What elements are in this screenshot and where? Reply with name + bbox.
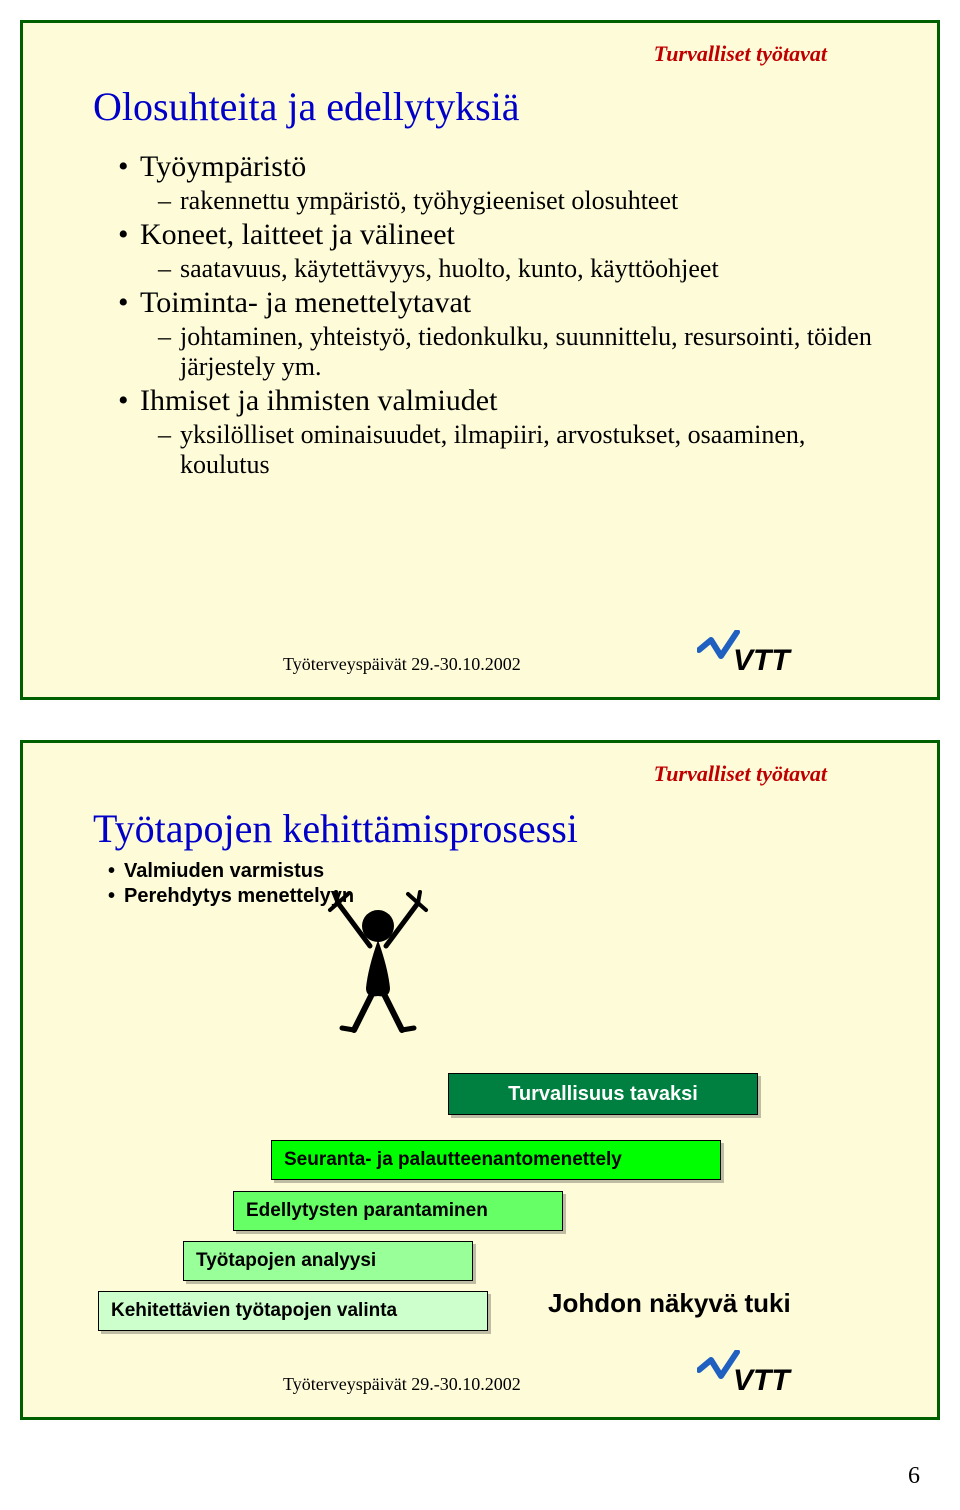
slide1-bullets: Työympäristö rakennettu ympäristö, työhy…	[118, 150, 897, 480]
list-item: saatavuus, käytettävyys, huolto, kunto, …	[158, 254, 897, 284]
slide-2: Turvalliset työtavat Työtapojen kehittäm…	[20, 740, 940, 1420]
svg-text:VTT: VTT	[733, 1364, 792, 1397]
johdon-label: Johdon näkyvä tuki	[548, 1288, 791, 1319]
list-item: johtaminen, yhteistyö, tiedonkulku, suun…	[158, 322, 897, 382]
page-number: 6	[908, 1463, 920, 1490]
list-item: Koneet, laitteet ja välineet	[118, 218, 897, 252]
header-brand-label: Turvalliset työtavat	[654, 761, 827, 787]
process-box-seuranta: Seuranta- ja palautteenantomenettely	[271, 1140, 721, 1180]
vtt-logo-icon: VTT	[697, 1350, 807, 1398]
list-item: Valmiuden varmistus	[108, 860, 897, 883]
slide1-title: Olosuhteita ja edellytyksiä	[93, 83, 897, 130]
slide1-footer: Työterveyspäivät 29.-30.10.2002	[283, 654, 521, 675]
list-item: Ihmiset ja ihmisten valmiudet	[118, 384, 897, 418]
slide2-footer: Työterveyspäivät 29.-30.10.2002	[283, 1374, 521, 1395]
list-item: yksilölliset ominaisuudet, ilmapiiri, ar…	[158, 420, 897, 480]
vtt-logo: VTT	[697, 630, 807, 683]
process-box-tyotapojen: Työtapojen analyysi	[183, 1241, 473, 1281]
stick-figure-icon	[318, 888, 438, 1038]
process-box-top: Turvallisuus tavaksi	[448, 1073, 758, 1115]
slide2-title: Työtapojen kehittämisprosessi	[93, 805, 897, 852]
header-brand-label: Turvalliset työtavat	[654, 41, 827, 67]
process-box-edellytysten: Edellytysten parantaminen	[233, 1191, 563, 1231]
slide2-checklist: Valmiuden varmistus Perehdytys menettely…	[108, 860, 897, 908]
process-box-kehitettavien: Kehitettävien työtapojen valinta	[98, 1291, 488, 1331]
vtt-logo-icon: VTT	[697, 630, 807, 678]
vtt-logo: VTT	[697, 1350, 807, 1403]
list-item: rakennettu ympäristö, työhygieeniset olo…	[158, 186, 897, 216]
list-item: Perehdytys menettelyyn	[108, 885, 897, 908]
svg-text:VTT: VTT	[733, 644, 792, 677]
list-item: Työympäristö	[118, 150, 897, 184]
slide-1: Turvalliset työtavat Olosuhteita ja edel…	[20, 20, 940, 700]
list-item: Toiminta- ja menettelytavat	[118, 286, 897, 320]
